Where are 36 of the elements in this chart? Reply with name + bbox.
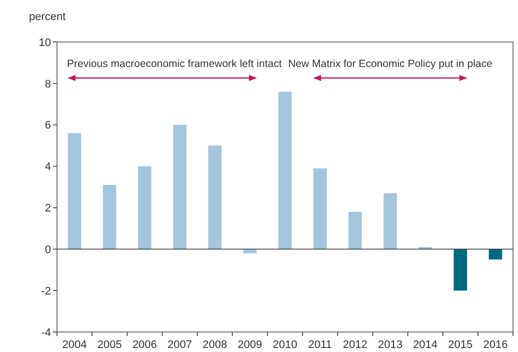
y-axis-title: percent [29,11,66,23]
y-tick-label: -4 [41,326,51,339]
x-tick-label: 2008 [202,339,228,351]
y-tick-label: 10 [38,36,51,49]
y-tick-label: 4 [44,161,51,174]
x-tick-label: 2011 [308,339,332,351]
bar [208,146,222,250]
bar [348,212,362,250]
bar [68,133,82,250]
y-tick-label: 2 [44,202,51,215]
annotation: New Matrix for Economic Policy put in place [288,58,493,70]
x-tick-label: 2013 [378,339,402,351]
bar [488,249,502,260]
x-tick-label: 2007 [168,339,192,351]
bar [102,184,116,250]
bar [313,168,327,250]
x-tick-label: 2010 [272,339,298,351]
annotation: Previous macroeconomic framework left intact [67,58,282,70]
x-tick-label: 2009 [238,339,262,351]
x-tick-label: 2005 [97,339,122,351]
x-tick-label: 2012 [342,339,368,351]
bar [138,166,152,250]
y-tick-label: 0 [44,244,51,256]
x-tick-label: 2014 [413,339,438,351]
bar [384,193,397,250]
bar [454,249,468,291]
bar [243,249,257,254]
x-tick-label: 2016 [483,339,508,351]
y-tick-label: 8 [44,78,51,90]
bar [278,92,292,250]
y-tick-label: 6 [44,120,51,132]
bar [173,124,186,250]
x-tick-label: 2004 [62,339,87,351]
y-tick-label: -2 [41,285,51,298]
x-tick-label: 2015 [448,339,473,351]
x-tick-label: 2006 [132,339,157,351]
